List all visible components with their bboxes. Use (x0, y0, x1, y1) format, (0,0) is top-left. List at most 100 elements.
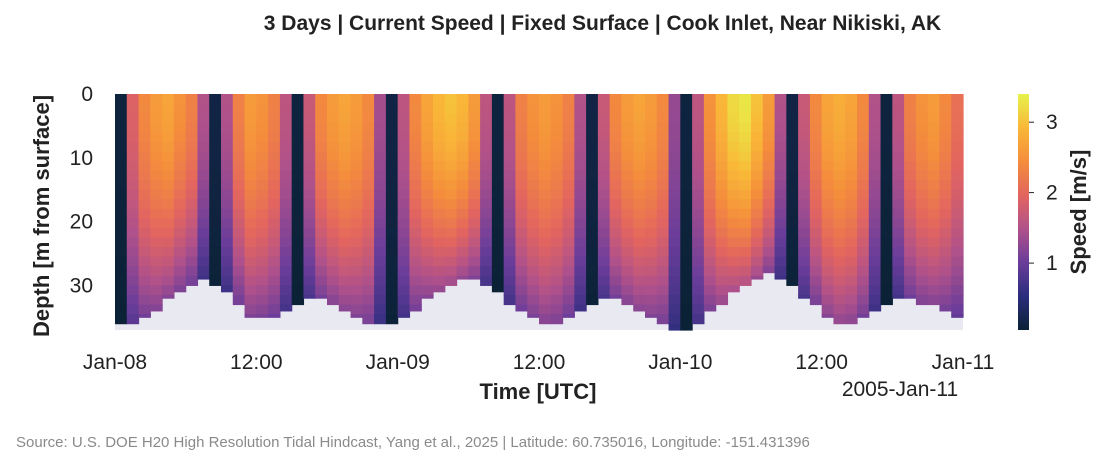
heatmap-cell (444, 247, 458, 258)
heatmap-cell (350, 151, 363, 162)
heatmap-cell (397, 122, 411, 133)
heatmap-cell (409, 113, 422, 124)
heatmap-cell (645, 103, 658, 114)
heatmap-cell (633, 247, 646, 258)
heatmap-cell (279, 151, 293, 162)
heatmap-cell (715, 122, 729, 133)
heatmap-cell (692, 266, 705, 277)
heatmap-cell (586, 160, 599, 172)
heatmap-cell (327, 247, 340, 258)
heatmap-cell (150, 132, 163, 143)
heatmap-cell (397, 247, 411, 258)
heatmap-cell (303, 103, 316, 114)
heatmap-cell (833, 151, 846, 162)
heatmap-cell (173, 237, 187, 248)
heatmap-cell (515, 218, 528, 229)
heatmap-cell (562, 199, 575, 210)
heatmap-cell (939, 113, 952, 124)
heatmap-cell (515, 275, 528, 286)
heatmap-cell (491, 170, 505, 181)
heatmap-cell (126, 218, 140, 229)
heatmap-cell (845, 247, 858, 258)
x-tick-label: Jan-10 (648, 351, 712, 374)
heatmap-cell (833, 199, 846, 210)
heatmap-cell (338, 141, 352, 153)
heatmap-cell (597, 285, 611, 296)
heatmap-cell (397, 208, 411, 219)
heatmap-cell (821, 141, 835, 153)
heatmap-cell (915, 294, 929, 306)
heatmap-cell (833, 132, 846, 143)
heatmap-cell (739, 132, 752, 143)
heatmap-cell (904, 247, 917, 258)
heatmap-cell (456, 103, 469, 114)
heatmap-cell (374, 151, 387, 162)
heatmap-cell (809, 122, 823, 133)
heatmap-cell (586, 151, 599, 162)
heatmap-cell (173, 122, 187, 133)
heatmap-cell (268, 122, 281, 133)
heatmap-cell (209, 189, 222, 200)
heatmap-cell (845, 151, 858, 162)
heatmap-cell (480, 208, 493, 219)
heatmap-cell (197, 189, 210, 200)
heatmap-cell (951, 304, 964, 315)
heatmap-cell (751, 237, 764, 248)
heatmap-cell (633, 160, 646, 172)
heatmap-cell (609, 237, 623, 248)
heatmap-cell (798, 122, 811, 133)
heatmap-cell (315, 141, 328, 153)
heatmap-cell (303, 199, 316, 210)
heatmap-cell (586, 170, 599, 181)
heatmap-cell (421, 275, 434, 286)
heatmap-cell (703, 113, 717, 124)
heatmap-cell (350, 122, 363, 133)
heatmap-cell (951, 285, 964, 296)
heatmap-cell (939, 160, 952, 172)
heatmap-cell (244, 266, 257, 277)
heatmap-cell (562, 208, 575, 219)
heatmap-cell (385, 160, 399, 172)
heatmap-cell (927, 160, 941, 172)
heatmap-cell (645, 113, 658, 124)
heatmap-cell (892, 160, 905, 172)
heatmap-cell (845, 141, 858, 153)
heatmap-cell (715, 256, 729, 267)
heatmap-cell (421, 208, 434, 219)
heatmap-cell (656, 314, 670, 325)
heatmap-cell (444, 199, 458, 210)
heatmap-cell (668, 247, 681, 258)
heatmap-cell (350, 237, 363, 248)
heatmap-cell (115, 151, 128, 162)
heatmap-cell (232, 151, 246, 162)
heatmap-cell (397, 285, 411, 296)
heatmap-cell (786, 103, 799, 114)
heatmap-cell (857, 132, 870, 143)
heatmap-cell (798, 218, 811, 229)
heatmap-cell (798, 247, 811, 258)
heatmap-cell (433, 266, 446, 277)
heatmap-cell (350, 294, 363, 306)
heatmap-cell (279, 189, 293, 200)
heatmap-cell (468, 275, 481, 280)
heatmap-cell (256, 122, 269, 133)
heatmap-cell (539, 266, 552, 277)
heatmap-cell (539, 189, 552, 200)
heatmap-cell (845, 103, 858, 114)
heatmap-cell (480, 170, 493, 181)
heatmap-cell (480, 141, 493, 153)
heatmap-cell (751, 122, 764, 133)
heatmap-cell (315, 94, 328, 105)
heatmap-cell (715, 294, 729, 306)
heatmap-cell (539, 199, 552, 210)
heatmap-cell (751, 132, 764, 143)
heatmap-cell (904, 256, 917, 267)
heatmap-cell (692, 256, 705, 267)
heatmap-cell (232, 256, 246, 267)
heatmap-cell (456, 170, 469, 181)
heatmap-cell (268, 170, 281, 181)
heatmap-cell (798, 285, 811, 296)
heatmap-cell (621, 227, 634, 239)
heatmap-cell (821, 218, 835, 229)
heatmap-cell (786, 151, 799, 162)
